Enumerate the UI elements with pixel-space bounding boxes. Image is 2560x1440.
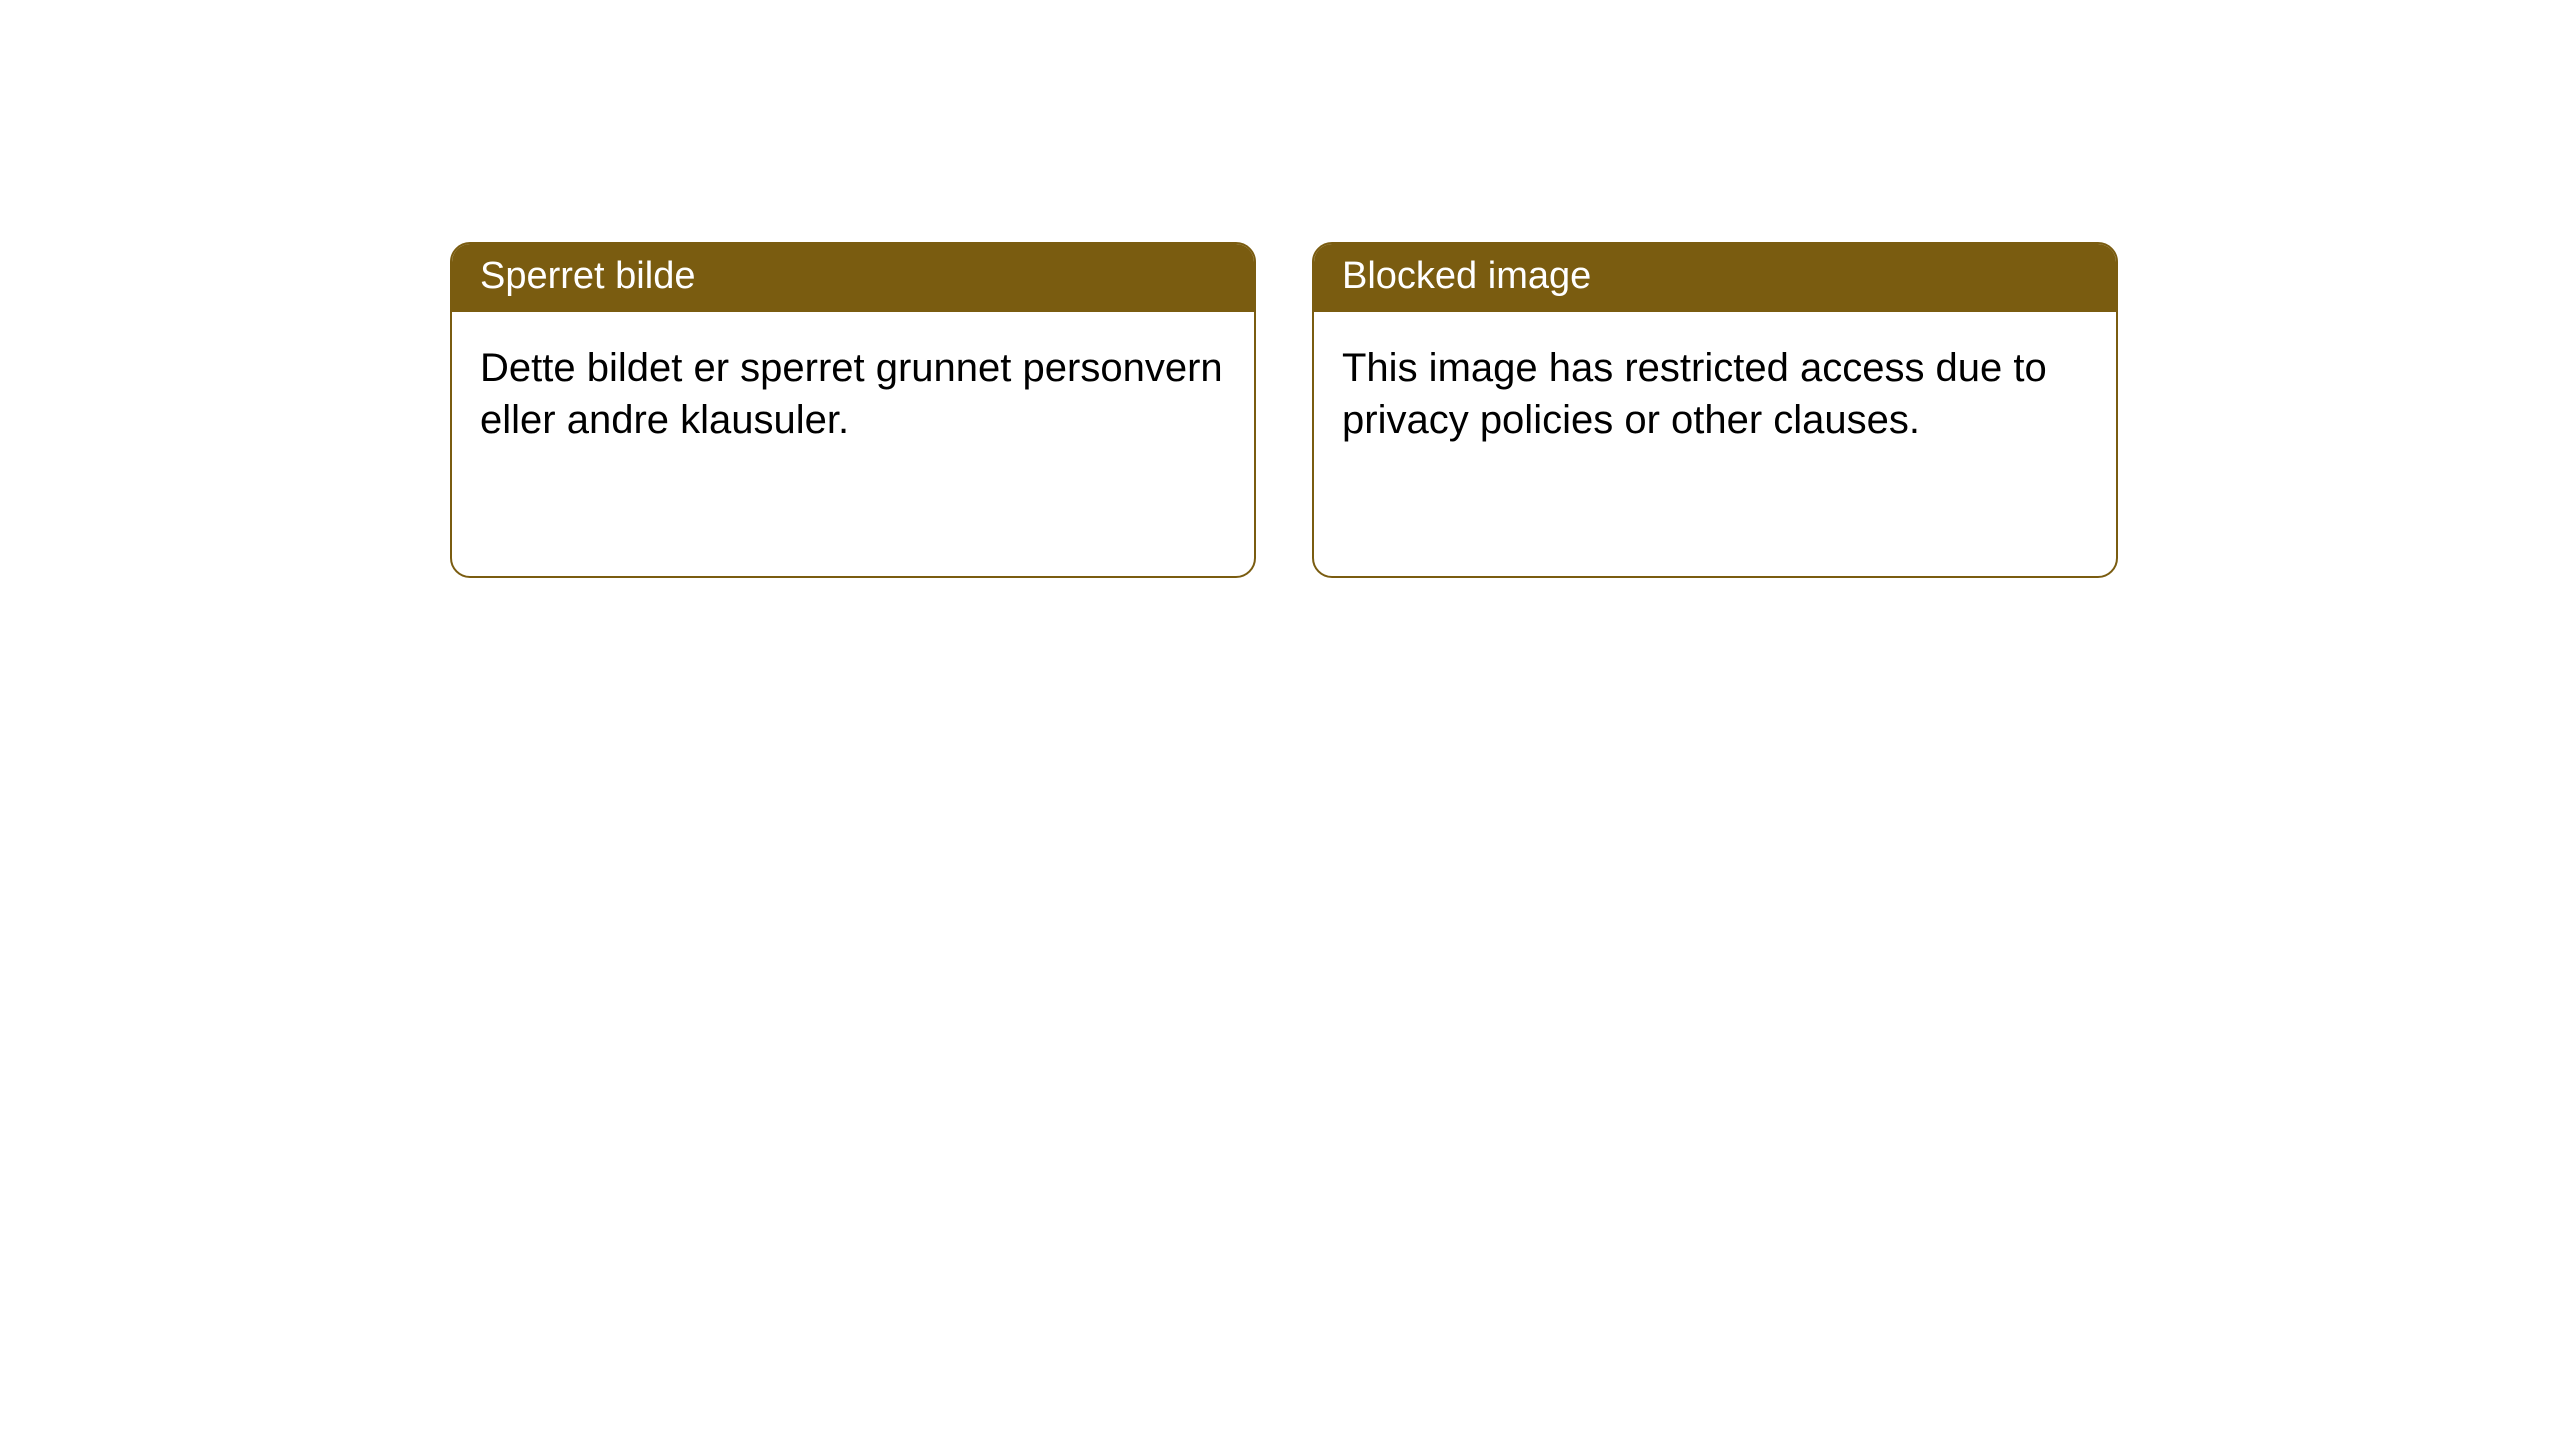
notice-card-title: Blocked image — [1314, 244, 2116, 312]
notice-container: Sperret bilde Dette bildet er sperret gr… — [0, 0, 2560, 578]
notice-card-body: This image has restricted access due to … — [1314, 312, 2116, 476]
notice-card-english: Blocked image This image has restricted … — [1312, 242, 2118, 578]
notice-card-norwegian: Sperret bilde Dette bildet er sperret gr… — [450, 242, 1256, 578]
notice-card-body: Dette bildet er sperret grunnet personve… — [452, 312, 1254, 476]
notice-card-title: Sperret bilde — [452, 244, 1254, 312]
